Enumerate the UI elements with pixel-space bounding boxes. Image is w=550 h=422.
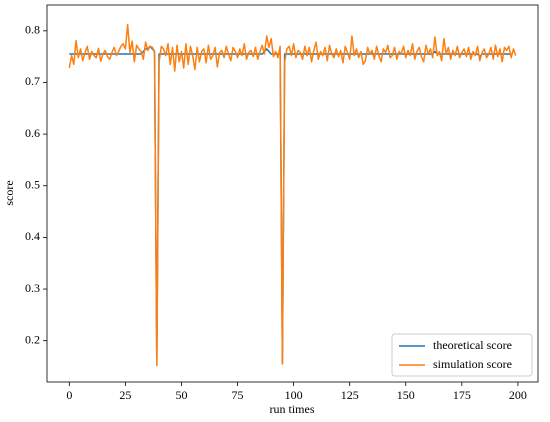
y-tick-label: 0.8 [25,23,40,37]
x-tick-label: 25 [119,388,131,402]
y-tick-label: 0.2 [25,332,40,346]
x-axis-label: run times [270,402,315,416]
legend-label: theoretical score [433,338,512,352]
y-tick-label: 0.7 [25,74,40,88]
legend-label: simulation score [433,357,512,371]
y-axis-label: score [2,180,16,205]
y-tick-label: 0.5 [25,178,40,192]
x-tick-label: 200 [509,388,527,402]
y-tick-label: 0.4 [25,229,40,243]
plot-frame [46,4,539,383]
series-line [68,23,517,367]
legend-box [391,333,533,377]
legend: theoretical score simulation score [391,333,533,377]
x-tick-label: 150 [397,388,415,402]
x-tick-label: 100 [285,388,303,402]
x-tick-label: 50 [175,388,187,402]
x-tick-label: 0 [66,388,72,402]
x-tick-label: 75 [232,388,244,402]
x-tick-label: 125 [341,388,359,402]
x-tick-label: 175 [453,388,471,402]
series-line [69,45,512,366]
y-tick-label: 0.6 [25,126,40,140]
y-tick-label: 0.3 [25,281,40,295]
